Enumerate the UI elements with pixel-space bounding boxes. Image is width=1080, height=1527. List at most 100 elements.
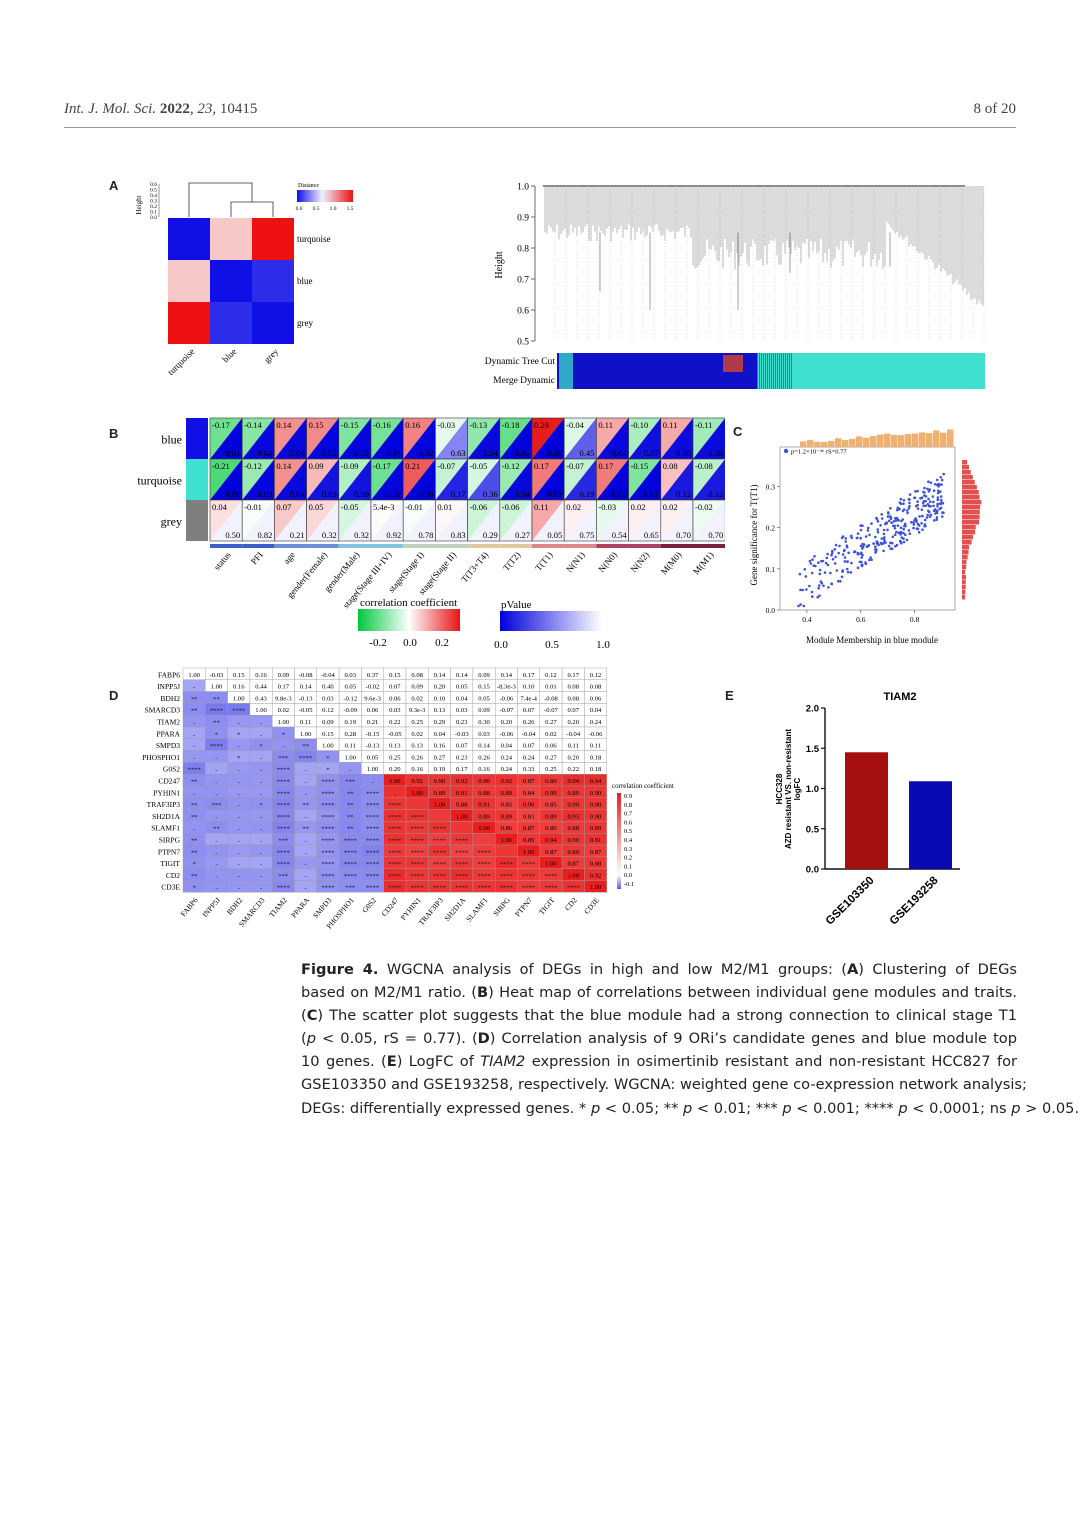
scatter-point — [841, 553, 845, 556]
pvalue-triangle — [564, 418, 597, 459]
pvalue-value: 0.04 — [258, 448, 274, 458]
gene-dendrogram: Height 1.0 0.9 0.8 0.7 0.6 0.5 Dynamic Tree Cut… — [485, 183, 985, 389]
caption-run: p — [782, 1099, 792, 1117]
scatter-point — [859, 536, 862, 540]
scatter-point — [920, 508, 924, 511]
scatter-point — [887, 519, 891, 523]
pvalue-triangle — [499, 459, 532, 500]
upper-cell-value: 0.26 — [411, 754, 423, 761]
corr-value: -0.02 — [695, 502, 713, 512]
tree-leaves — [544, 186, 984, 306]
pvalue-value: 0.32 — [354, 530, 369, 540]
pvalue-triangle — [564, 500, 597, 541]
tree-tick-label: 1.0 — [517, 183, 529, 193]
lower-cell-stars: - — [238, 767, 240, 774]
upper-cell-value: -8.3e-3 — [497, 684, 517, 691]
matrix-legend-tick: 0.2 — [624, 855, 632, 862]
scatter-point — [890, 521, 893, 524]
journal-year: 2022 — [159, 101, 190, 117]
scatter-point — [830, 582, 834, 586]
upper-cell-value: 0.02 — [278, 707, 290, 714]
upper-cell-value: 0.08 — [411, 672, 423, 679]
pvalue-value: 0.01 — [225, 448, 240, 458]
dendro-tick: 0.0 — [150, 215, 157, 221]
upper-cell-value: 0.89 — [545, 813, 557, 820]
module-trait-heatmap: blue-0.170.01-0.140.040.140.040.150.02-0… — [137, 417, 725, 651]
x-tick-label: 0.8 — [910, 615, 920, 624]
lower-cell-stars: **** — [366, 802, 379, 809]
scatter-point — [845, 567, 849, 571]
upper-cell-value: 0.10 — [523, 684, 535, 691]
lower-cell-stars: - — [193, 720, 195, 727]
scatter-point — [879, 524, 882, 527]
scatter-point — [908, 504, 911, 508]
caption-run: < 0.01; *** — [692, 1099, 783, 1117]
scatter-point — [817, 561, 820, 564]
dendro-branch — [230, 201, 274, 208]
scatter-point — [929, 513, 933, 517]
gene-col-label: TIAM2 — [267, 896, 289, 920]
panel-letter-b: B — [109, 426, 119, 441]
distance-legend-tick: 1.5 — [347, 206, 354, 212]
upper-cell-value: 1.00 — [456, 813, 468, 820]
trait-color-strip — [596, 544, 629, 548]
upper-cell-value: -0.05 — [299, 707, 313, 714]
gene-col-label: TIGIT — [537, 895, 557, 916]
gene-row-label: SH2D1A — [152, 812, 181, 821]
scatter-point — [916, 489, 919, 493]
corr-triangle — [628, 500, 661, 541]
upper-cell-value: -0.02 — [366, 684, 380, 691]
upper-cell-value: 0.90 — [545, 790, 557, 797]
corr-value: 0.09 — [309, 461, 324, 471]
p-legend-title: pValue — [501, 599, 532, 611]
scatter-point — [870, 522, 873, 525]
scatter-point — [861, 545, 865, 548]
corr-value: -0.08 — [695, 461, 713, 471]
corr-value: -0.13 — [470, 420, 488, 430]
upper-cell-value: 0.28 — [344, 731, 356, 738]
caption-run: A — [847, 961, 859, 978]
header-rule — [64, 127, 1016, 128]
lower-cell-stars: ** — [191, 873, 198, 880]
top-hist-bar — [807, 439, 814, 447]
corr-triangle — [693, 459, 725, 500]
upper-cell-value: -0.04 — [566, 731, 580, 738]
pvalue-triangle — [628, 459, 661, 500]
pvalue-value: 0.27 — [515, 530, 530, 540]
upper-cell-value: 0.11 — [590, 743, 601, 750]
pvalue-value: 0.04 — [483, 448, 499, 458]
top-hist-bar — [828, 440, 835, 447]
pvalue-value: 0.05 — [708, 448, 723, 458]
pvalue-value: 0.50 — [225, 530, 240, 540]
top-hist-bar — [814, 441, 821, 447]
scatter-point — [936, 491, 940, 495]
pvalue-value: 0.01 — [547, 489, 562, 499]
upper-cell-value: 0.85 — [501, 802, 513, 809]
gene-row-label: CD2 — [166, 871, 180, 880]
pvalue-triangle — [467, 500, 500, 541]
lower-cell-stars: - — [305, 779, 307, 786]
corr-value: 0.21 — [405, 461, 420, 471]
pvalue-value: 0.01 — [386, 448, 401, 458]
upper-cell-value: 1.00 — [211, 684, 223, 691]
lower-cell-stars: **** — [344, 849, 357, 856]
gene-row-label: SLAMF1 — [151, 824, 180, 833]
gene-row-label: INPP5J — [157, 682, 180, 691]
right-hist-bar — [962, 575, 967, 580]
upper-cell-value: 0.20 — [501, 719, 513, 726]
upper-cell-value: -0.07 — [499, 707, 513, 714]
scatter-point — [938, 507, 941, 511]
pvalue-triangle — [467, 459, 500, 500]
track-label-merge: Merge Dynamic — [493, 376, 555, 386]
upper-cell-value: 0.90 — [567, 837, 579, 844]
scatter-point — [927, 504, 931, 508]
p-legend-tick: 0.0 — [494, 639, 508, 651]
upper-cell-value: 0.13 — [434, 707, 446, 714]
gene-col-label: CD2 — [563, 896, 579, 913]
caption-run: < 0.0001; ns — [907, 1099, 1012, 1117]
lower-cell-stars: **** — [433, 849, 446, 856]
matrix-legend-bar — [617, 793, 621, 889]
pvalue-value: 0.63 — [451, 448, 466, 458]
upper-cell-value: 0.24 — [501, 766, 513, 773]
scatter-point — [899, 526, 903, 529]
